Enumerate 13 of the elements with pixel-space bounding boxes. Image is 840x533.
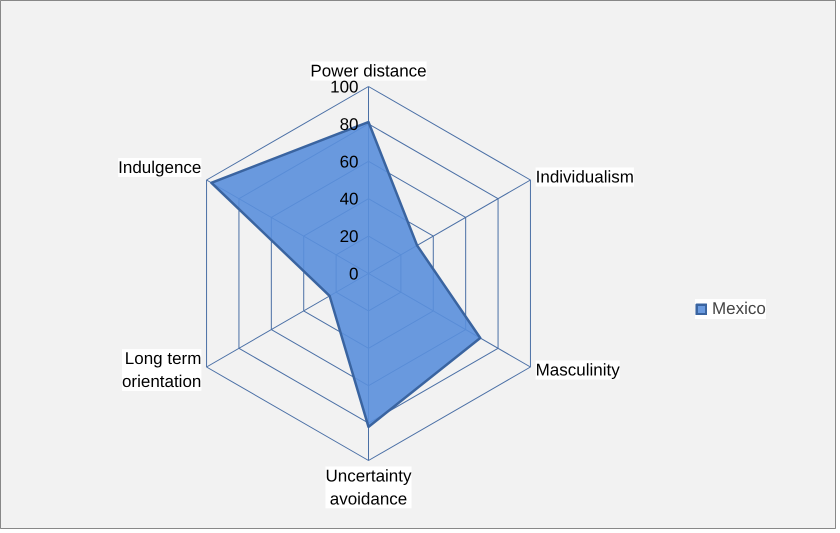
spoke-label: Power distance	[310, 62, 427, 80]
spoke-label: Long term orientation	[122, 349, 202, 391]
y-tick-label: 20	[340, 227, 359, 246]
y-tick-label: 60	[340, 152, 359, 172]
y-tick-label: 0	[349, 264, 359, 284]
legend-label: Mexico	[712, 299, 766, 319]
spoke-label: Indulgence	[118, 158, 202, 177]
y-tick-label: 100	[330, 78, 359, 96]
spoke-label: Individualism	[536, 168, 634, 186]
y-tick-label: 80	[340, 114, 359, 134]
spoke-label: Masculinity	[536, 360, 620, 380]
y-tick-label: 40	[340, 190, 359, 209]
spoke-label: Uncertainty avoidance	[326, 466, 412, 508]
